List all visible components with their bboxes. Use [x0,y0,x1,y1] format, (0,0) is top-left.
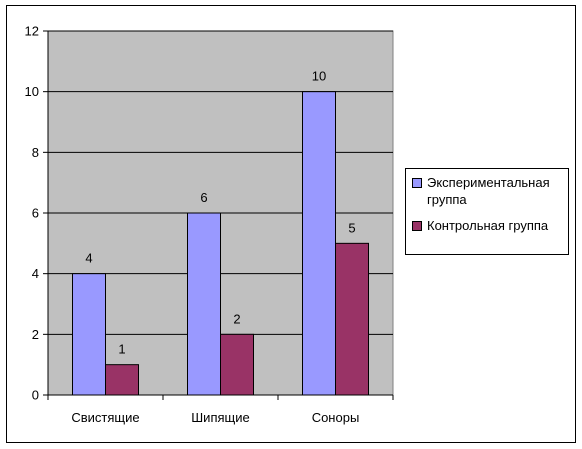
data-label: 4 [85,251,92,266]
x-tick-label: Шипящие [191,410,249,425]
bar [105,364,139,396]
data-label: 1 [118,342,125,357]
y-tick-label: 6 [32,206,39,221]
x-tick-label: Свистящие [71,410,139,425]
bar [335,242,369,396]
bar [302,91,336,396]
data-label: 2 [233,311,240,326]
bar [187,212,221,396]
data-label: 5 [348,220,355,235]
y-tick-label: 0 [32,388,39,403]
legend-swatch-control [412,221,422,231]
y-tick-label: 8 [32,145,39,160]
data-label: 10 [312,69,326,84]
bar [220,333,254,396]
legend-label-experimental: Экспериментальная группа [427,175,550,207]
x-tick-label: Соноры [312,410,360,425]
y-tick-label: 4 [32,266,39,281]
y-tick-label: 2 [32,327,39,342]
legend-item-experimental: Экспериментальная группа [412,174,567,208]
bar [72,273,106,396]
legend-label-control: Контрольная группа [427,218,549,233]
legend-swatch-experimental [412,178,422,188]
legend: Экспериментальная группа Контрольная гру… [405,168,569,255]
data-label: 6 [200,190,207,205]
legend-item-control: Контрольная группа [412,217,567,234]
y-tick-label: 12 [25,24,39,39]
y-tick-label: 10 [25,84,39,99]
